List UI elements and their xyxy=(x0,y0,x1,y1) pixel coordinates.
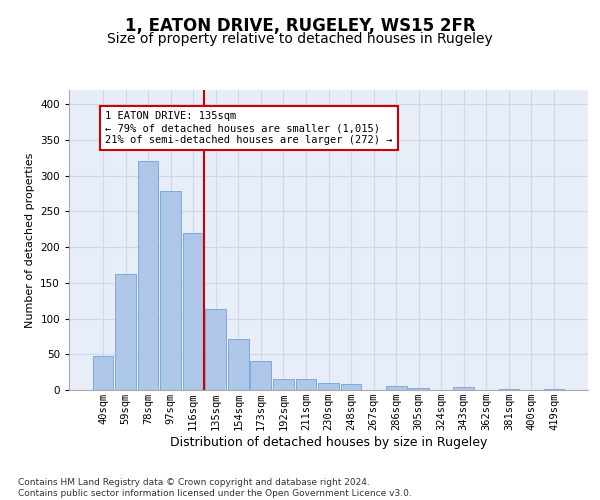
Bar xyxy=(160,192,181,390)
Bar xyxy=(92,356,113,390)
X-axis label: Distribution of detached houses by size in Rugeley: Distribution of detached houses by size … xyxy=(170,436,487,449)
Text: Size of property relative to detached houses in Rugeley: Size of property relative to detached ho… xyxy=(107,32,493,46)
Bar xyxy=(341,384,361,390)
Bar xyxy=(250,362,271,390)
Bar xyxy=(499,388,520,390)
Bar xyxy=(228,340,248,390)
Bar xyxy=(296,380,316,390)
Bar xyxy=(205,310,226,390)
Bar xyxy=(137,162,158,390)
Text: Contains HM Land Registry data © Crown copyright and database right 2024.
Contai: Contains HM Land Registry data © Crown c… xyxy=(18,478,412,498)
Bar xyxy=(318,383,339,390)
Bar xyxy=(183,233,203,390)
Text: 1 EATON DRIVE: 135sqm
← 79% of detached houses are smaller (1,015)
21% of semi-d: 1 EATON DRIVE: 135sqm ← 79% of detached … xyxy=(105,112,393,144)
Y-axis label: Number of detached properties: Number of detached properties xyxy=(25,152,35,328)
Bar xyxy=(273,378,294,390)
Bar xyxy=(544,388,565,390)
Bar xyxy=(409,388,429,390)
Bar xyxy=(115,274,136,390)
Text: 1, EATON DRIVE, RUGELEY, WS15 2FR: 1, EATON DRIVE, RUGELEY, WS15 2FR xyxy=(125,18,475,36)
Bar xyxy=(454,387,474,390)
Bar xyxy=(386,386,407,390)
